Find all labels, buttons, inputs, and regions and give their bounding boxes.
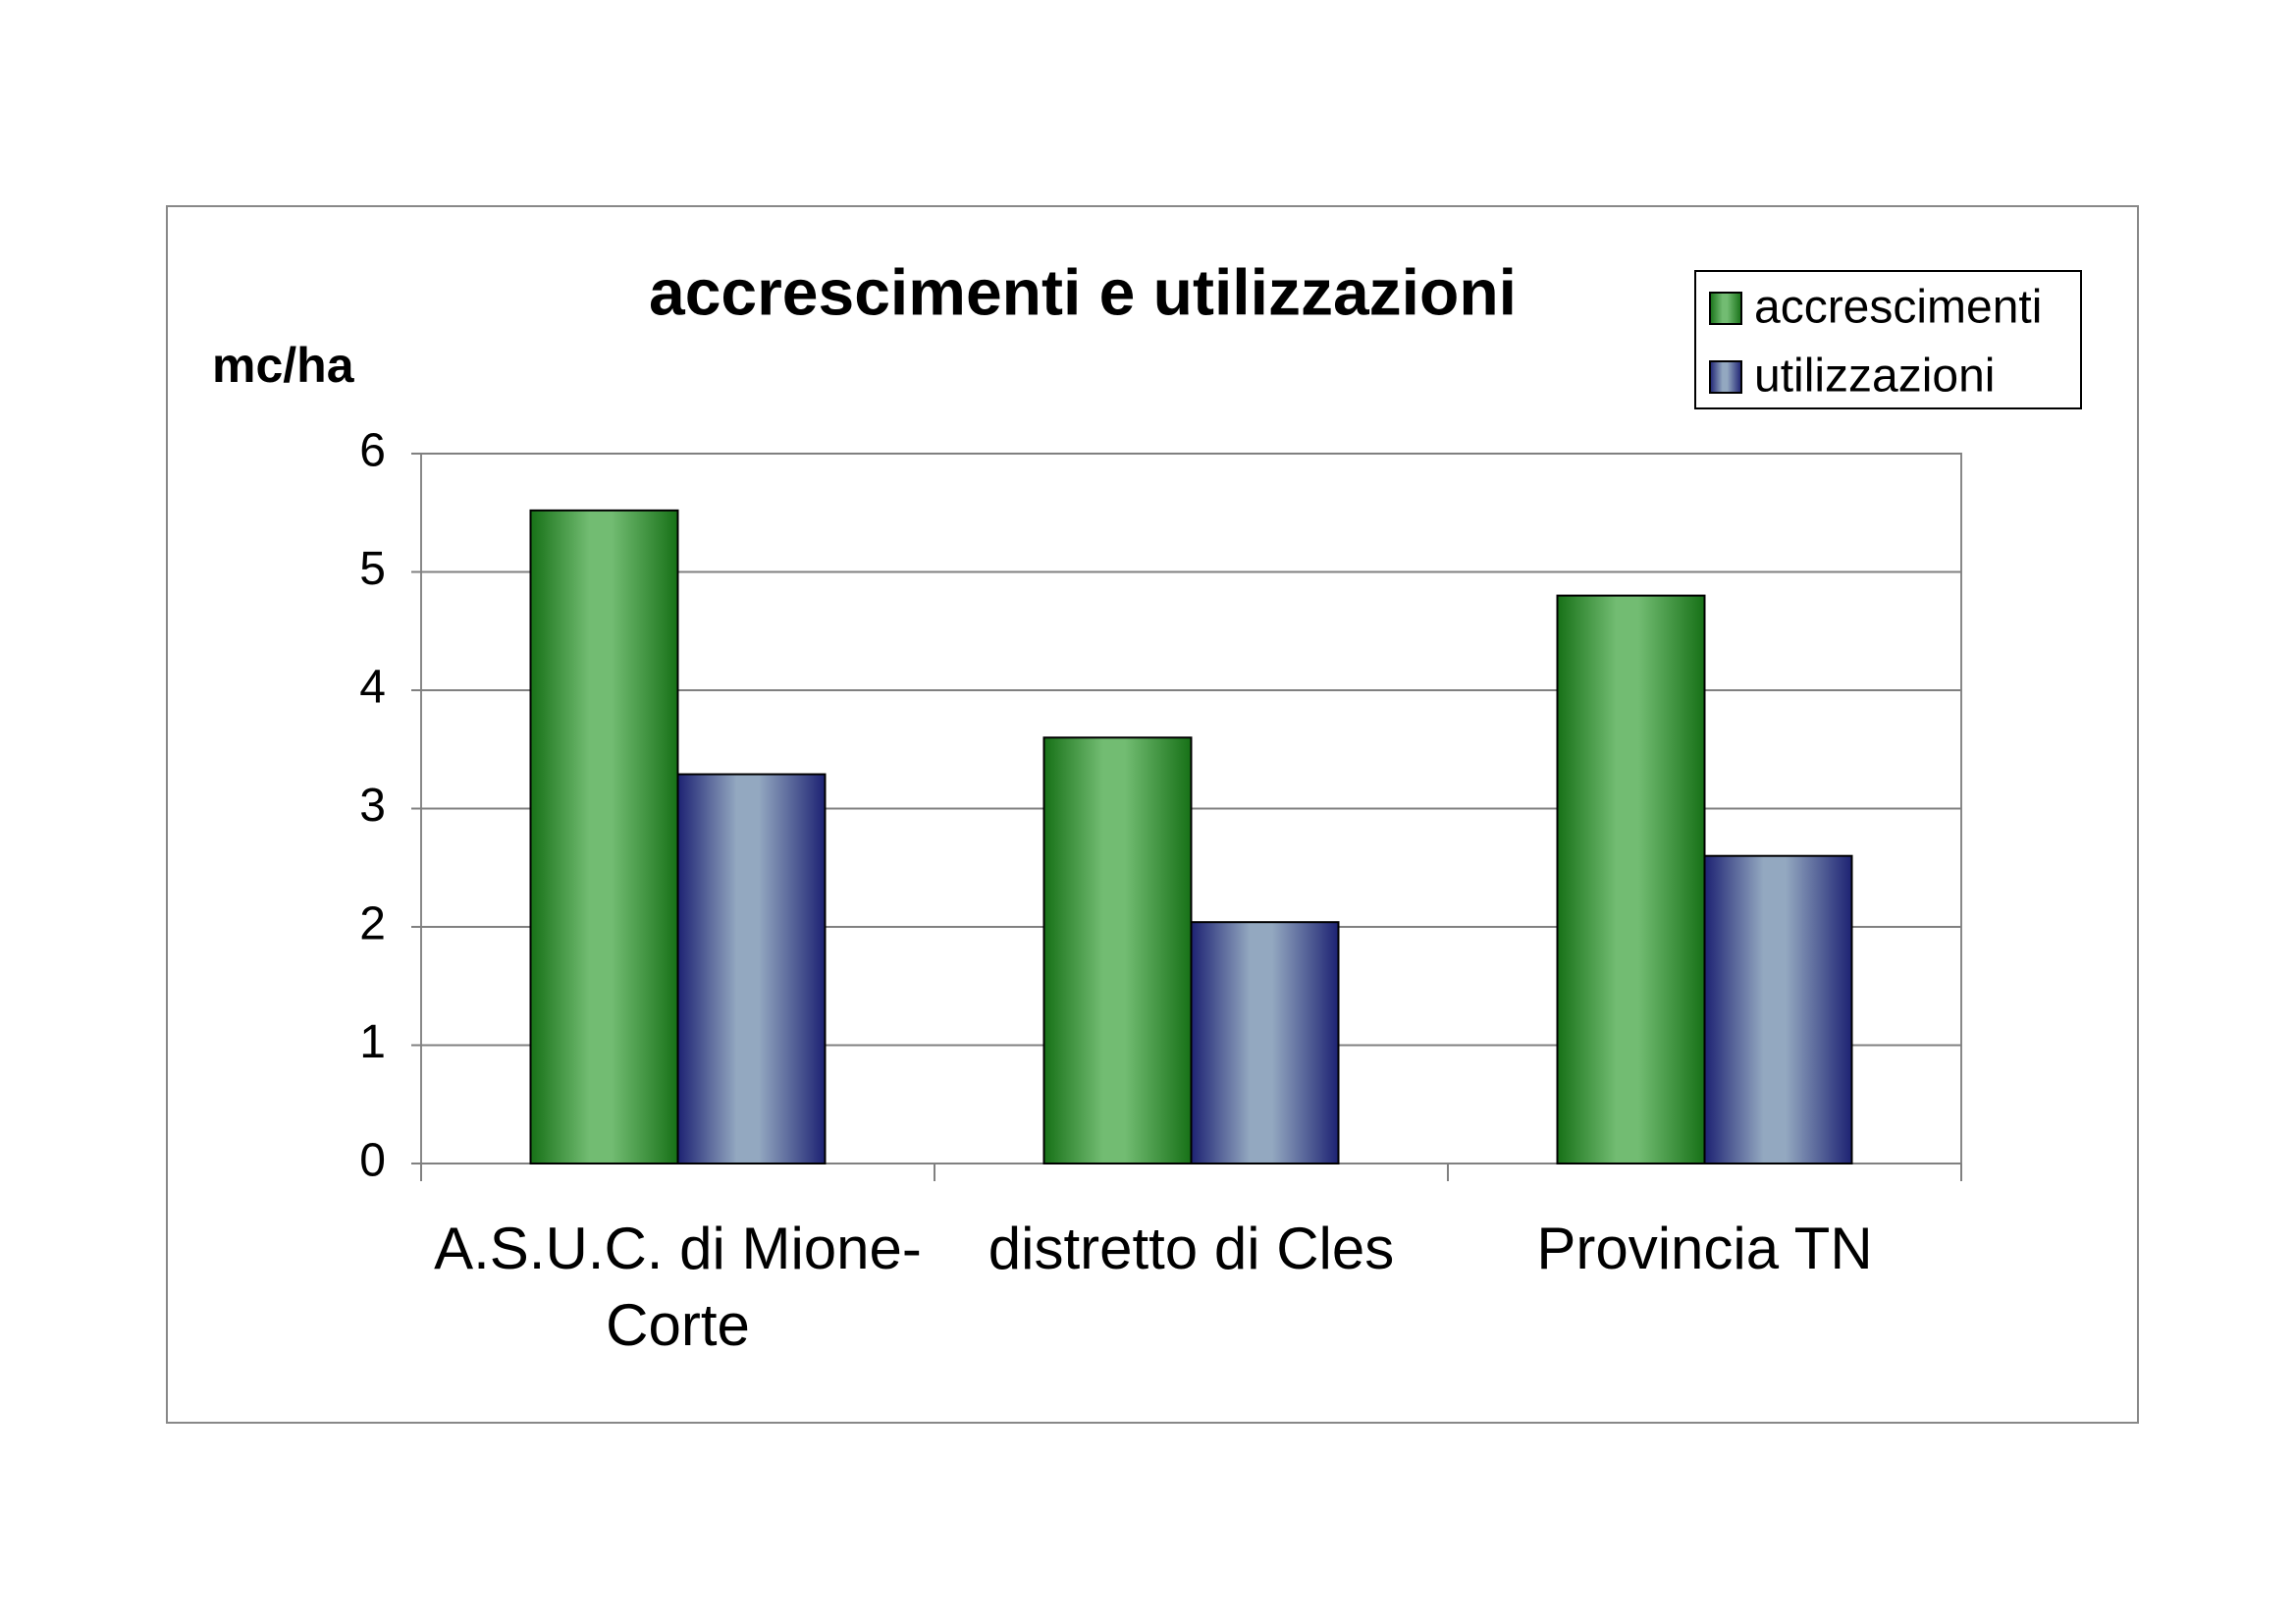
bar [1703, 854, 1853, 1164]
legend-label: accrescimenti [1754, 282, 2042, 334]
legend-box [1694, 270, 2082, 409]
x-tick-label: Provincia TN [1536, 1216, 1873, 1281]
legend-swatch [1709, 292, 1742, 325]
y-tick-label: 6 [359, 425, 386, 477]
y-tick-label: 1 [359, 1016, 386, 1068]
x-tick-label: A.S.U.C. di Mione-Corte [434, 1216, 922, 1358]
y-tick-label: 5 [359, 543, 386, 595]
bar [1190, 921, 1340, 1164]
y-tick-label: 2 [359, 898, 386, 950]
y-axis-label: mc/ha [212, 338, 355, 393]
x-tick-label: distretto di Cles [988, 1216, 1395, 1281]
y-tick-label: 0 [359, 1135, 386, 1187]
bar [1556, 594, 1706, 1164]
bar [529, 509, 679, 1164]
bar [676, 773, 827, 1164]
y-tick-label: 4 [359, 662, 386, 714]
legend-swatch [1709, 360, 1742, 394]
y-tick-label: 3 [359, 780, 386, 832]
legend-label: utilizzazioni [1754, 351, 1995, 403]
chart-title: accrescimenti e utilizzazioni [649, 255, 1517, 328]
bar [1042, 736, 1193, 1164]
